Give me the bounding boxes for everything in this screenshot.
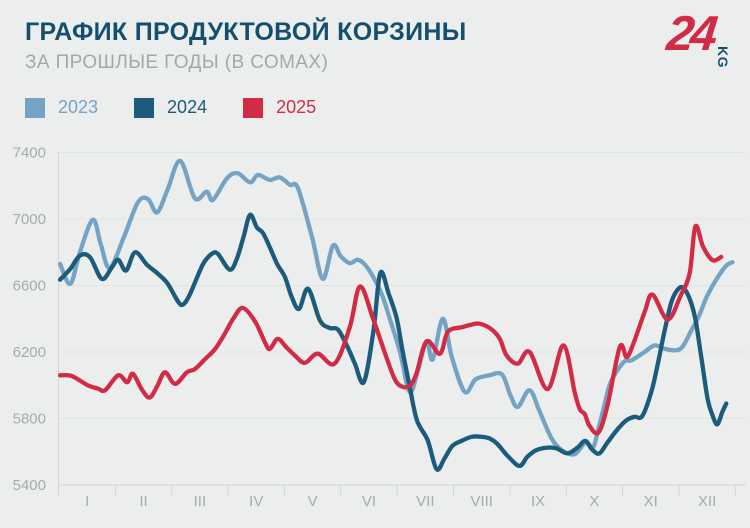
y-tick-label: 7400 bbox=[13, 145, 46, 162]
x-tick-label-VII: VII bbox=[416, 493, 434, 510]
x-tick-label-XI: XI bbox=[644, 493, 658, 510]
y-tick-label: 6600 bbox=[13, 278, 46, 295]
page-title: ГРАФИК ПРОДУКТОВОЙ КОРЗИНЫ bbox=[25, 18, 467, 46]
legend-label-2024: 2024 bbox=[167, 97, 208, 117]
chart-legend: 2023 2024 2025 bbox=[25, 97, 316, 118]
legend-swatch-2025 bbox=[243, 97, 264, 118]
series-line-2024 bbox=[57, 212, 729, 472]
x-tick-label-VI: VI bbox=[362, 493, 376, 510]
series-line-2025 bbox=[57, 223, 724, 436]
legend-label-2023: 2023 bbox=[58, 97, 99, 117]
x-tick-label-IX: IX bbox=[531, 493, 545, 510]
legend-item-2025: 2025 bbox=[243, 97, 316, 118]
x-tick-label-I: I bbox=[85, 493, 89, 510]
x-tick-label-V: V bbox=[308, 493, 318, 510]
x-tick-label-III: III bbox=[194, 493, 207, 510]
page-subtitle: ЗА ПРОШЛЫЕ ГОДЫ (В СОМАХ) bbox=[25, 52, 329, 73]
legend-swatch-2024 bbox=[134, 97, 155, 118]
y-tick-label: 7000 bbox=[13, 211, 46, 228]
x-tick-label-XII: XII bbox=[698, 493, 716, 510]
legend-label-2025: 2025 bbox=[276, 97, 317, 117]
legend-item-2024: 2024 bbox=[134, 97, 207, 118]
series-line-2023 bbox=[57, 158, 735, 457]
logo-suffix: KG bbox=[715, 46, 731, 68]
x-tick-label-VIII: VIII bbox=[470, 493, 493, 510]
legend-swatch-2023 bbox=[25, 97, 45, 118]
x-tick-label-X: X bbox=[589, 493, 599, 510]
x-tick-label-II: II bbox=[139, 493, 147, 510]
y-tick-label: 6200 bbox=[13, 344, 46, 361]
logo-24kg: 24 KG bbox=[648, 7, 731, 68]
y-tick-label: 5400 bbox=[13, 477, 46, 494]
x-tick-label-IV: IV bbox=[249, 493, 263, 510]
y-tick-label: 5800 bbox=[13, 411, 46, 428]
legend-item-2023: 2023 bbox=[25, 97, 98, 118]
